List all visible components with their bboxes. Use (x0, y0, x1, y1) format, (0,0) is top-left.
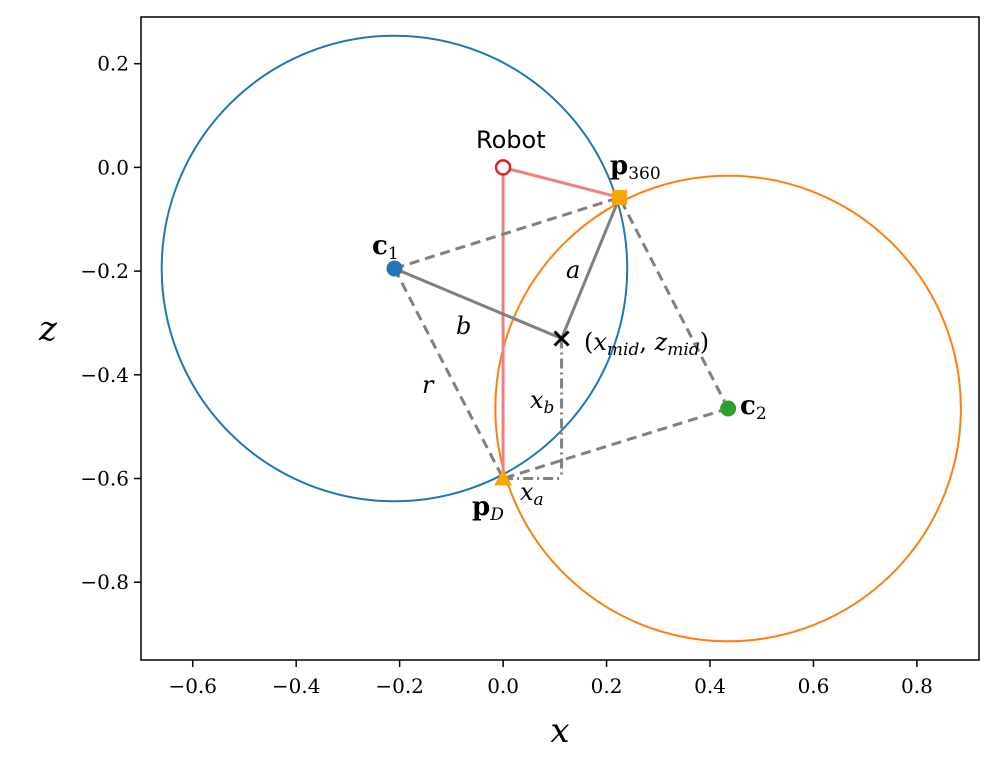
axes-frame (140, 16, 980, 661)
mid-open: ( (584, 328, 593, 356)
mid-z: z (654, 328, 668, 356)
pD-label: pD (472, 492, 504, 525)
y-tick-label: −0.6 (80, 467, 129, 491)
c1-pD-dashed-line (393, 267, 505, 480)
x-tick-label: 0.0 (487, 674, 519, 698)
midpoint-label: (xmid, zmid) (584, 328, 709, 360)
c2-p360-dashed-line (618, 196, 730, 410)
c1-p360-dashed-line (394, 196, 620, 270)
mid-z-sub: mid (667, 340, 700, 360)
p360-label: p360 (610, 151, 661, 184)
c1-point (386, 260, 403, 277)
c2-pD-dashed-line (502, 407, 729, 480)
midpoint-marker (553, 330, 570, 347)
c2-label: c2 (740, 391, 767, 424)
xb-main: x (530, 386, 544, 414)
robot-label: Robot (476, 126, 546, 154)
mid-x-sub: mid (607, 340, 640, 360)
c1-label: c1 (372, 231, 399, 264)
x-tick-label: 0.8 (901, 674, 933, 698)
label-a: a (566, 256, 580, 284)
x-ticks: −0.6 −0.4 −0.2 0.0 0.2 0.4 0.6 0.8 (168, 660, 933, 698)
label-b: b (456, 312, 471, 340)
label-xa: xa (520, 478, 544, 510)
x-tick-label: 0.4 (694, 674, 726, 698)
x-tick-label: 0.2 (591, 674, 623, 698)
x-tick-label: 0.6 (798, 674, 830, 698)
label-r: r (422, 371, 435, 399)
segment-a (560, 196, 621, 340)
mid-comma: , (639, 328, 654, 356)
circle-1 (160, 34, 629, 503)
x-tick-label: −0.6 (168, 674, 217, 698)
y-tick-label: −0.8 (80, 570, 129, 594)
c2-label-sub: 2 (756, 404, 767, 424)
label-xb: xb (530, 386, 554, 418)
c1-label-main: c (372, 231, 388, 261)
y-tick-label: 0.2 (97, 52, 129, 76)
p360-label-sub: 360 (628, 164, 660, 184)
pD-point (494, 469, 513, 486)
segment-b (393, 267, 563, 340)
mid-x: x (593, 328, 607, 356)
xb-sub: b (544, 398, 555, 418)
pD-label-main: p (472, 492, 490, 522)
x-axis-label: x (550, 711, 569, 751)
xa-sub: a (534, 490, 544, 510)
robot-point (494, 159, 512, 176)
p360-point (611, 189, 627, 205)
y-tick-label: −0.4 (80, 363, 129, 387)
p360-label-main: p (610, 151, 628, 181)
x-tick-label: −0.2 (375, 674, 424, 698)
pD-label-sub: D (489, 505, 504, 525)
c2-point (720, 400, 737, 417)
c2-label-main: c (740, 391, 756, 421)
robot-to-p360-line (502, 165, 620, 199)
c1-label-sub: 1 (388, 244, 399, 264)
y-ticks: 0.2 0.0 −0.2 −0.4 −0.6 −0.8 (80, 52, 141, 594)
x-tick-label: −0.4 (272, 674, 321, 698)
y-tick-label: −0.2 (80, 259, 129, 283)
mid-close: ) (700, 328, 709, 356)
xa-main: x (520, 478, 534, 506)
y-axis-label: z (38, 309, 58, 349)
circle-2 (494, 174, 962, 643)
y-tick-label: 0.0 (97, 155, 129, 179)
